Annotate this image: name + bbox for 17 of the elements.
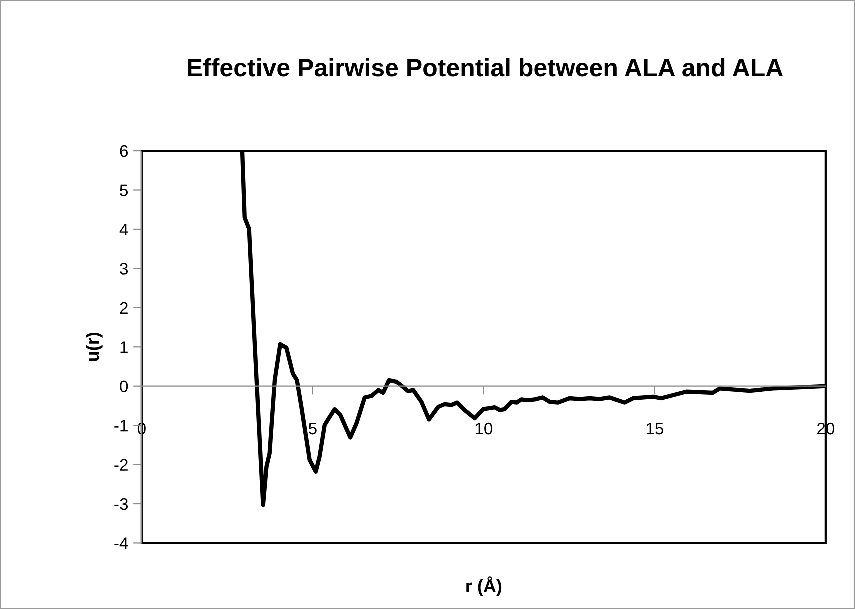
y-tick-label: 0 <box>120 380 128 393</box>
y-tick-label: -2 <box>114 459 128 471</box>
y-tick-label: -1 <box>114 420 128 432</box>
y-tick-label: 1 <box>120 342 128 354</box>
y-tick-label: 3 <box>120 263 128 275</box>
y-tick-label: -3 <box>114 498 128 510</box>
y-axis-title: u(r) <box>86 332 103 362</box>
y-tick-label: 5 <box>120 184 128 196</box>
y-tick-label: 6 <box>120 145 128 158</box>
y-tick-label: -4 <box>114 538 128 550</box>
x-tick-label: 5 <box>308 423 317 435</box>
x-axis-title: r (Å) <box>466 576 502 596</box>
chart-title: Effective Pairwise Potential between ALA and ALA <box>188 58 784 77</box>
x-tick-label: 15 <box>646 423 664 435</box>
x-tick-label: 10 <box>476 422 493 435</box>
y-tick-label: 2 <box>120 302 128 314</box>
y-tick-label: 4 <box>120 224 128 236</box>
